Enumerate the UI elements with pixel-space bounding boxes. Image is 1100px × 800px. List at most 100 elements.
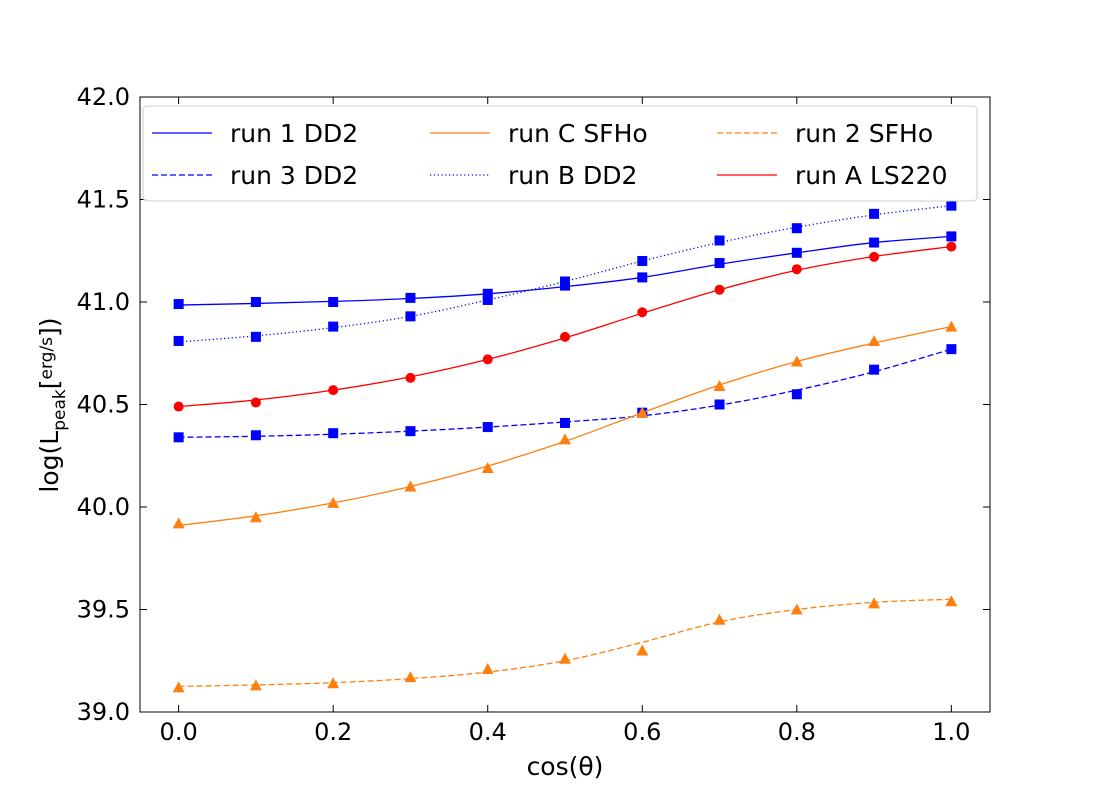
data-point-run-a-ls220	[714, 284, 725, 295]
y-axis-title-prefix: log(L	[35, 431, 64, 493]
data-point-run-2-sfho	[481, 662, 494, 674]
series-layer	[172, 200, 958, 693]
series-line-run-a-ls220	[178, 246, 952, 408]
data-point-run-b-dd2	[869, 208, 880, 219]
data-point-run-1-dd2	[791, 247, 802, 258]
data-point-run-a-ls220	[560, 331, 570, 342]
data-point-run-1-dd2	[405, 292, 416, 303]
data-point-run-2-sfho	[713, 613, 726, 625]
x-tick-label: 0.0	[160, 718, 198, 746]
data-point-run-2-sfho	[636, 644, 649, 656]
data-point-run-b-dd2	[250, 331, 261, 342]
data-point-run-2-sfho	[249, 679, 262, 691]
data-point-run-1-dd2	[173, 299, 184, 310]
data-point-run-2-sfho	[172, 681, 185, 693]
x-tick-label: 0.6	[623, 718, 661, 746]
series-run-3-dd2	[173, 344, 957, 443]
data-point-run-b-dd2	[637, 256, 648, 266]
data-point-run-c-sfho	[172, 517, 185, 529]
data-point-run-3-dd2	[405, 426, 416, 437]
y-tick-label: 41.5	[77, 186, 130, 214]
data-point-run-b-dd2	[405, 311, 416, 322]
y-tick-label: 42.0	[77, 83, 130, 111]
data-point-run-c-sfho	[713, 380, 726, 392]
y-tick-label: 40.5	[77, 391, 130, 419]
data-point-run-a-ls220	[869, 251, 880, 262]
y-tick-label: 40.0	[77, 493, 130, 521]
data-point-run-3-dd2	[482, 422, 493, 433]
data-point-run-a-ls220	[328, 385, 339, 396]
legend-label-run-3-dd2: run 3 DD2	[230, 161, 358, 190]
x-axis-title: cos(θ)	[527, 752, 604, 781]
legend-box	[142, 105, 978, 202]
data-point-run-1-dd2	[250, 297, 261, 307]
data-point-run-3-dd2	[946, 344, 957, 355]
data-point-run-1-dd2	[637, 272, 648, 283]
data-point-run-b-dd2	[714, 235, 725, 246]
data-point-run-c-sfho	[790, 355, 803, 367]
data-point-run-c-sfho	[636, 406, 649, 418]
data-point-run-c-sfho	[868, 334, 881, 346]
data-point-run-3-dd2	[173, 432, 184, 443]
x-tick-label: 1.0	[932, 718, 970, 746]
data-point-run-c-sfho	[404, 480, 417, 492]
data-point-run-b-dd2	[173, 335, 184, 346]
data-point-run-a-ls220	[173, 401, 184, 412]
data-point-run-3-dd2	[869, 364, 880, 375]
series-run-1-dd2	[173, 231, 957, 310]
series-line-run-1-dd2	[178, 235, 952, 306]
legend-label-run-c-sfho: run C SFHo	[508, 119, 648, 148]
data-point-run-3-dd2	[328, 428, 339, 439]
series-run-c-sfho	[172, 320, 958, 529]
data-point-run-a-ls220	[405, 372, 416, 383]
data-point-run-2-sfho	[559, 652, 571, 664]
data-point-run-2-sfho	[327, 677, 340, 689]
y-tick-label: 41.0	[77, 288, 130, 316]
data-point-run-1-dd2	[946, 231, 957, 242]
data-point-run-1-dd2	[714, 258, 725, 269]
legend-label-run-a-ls220: run A LS220	[795, 161, 947, 190]
data-point-run-1-dd2	[328, 297, 339, 307]
series-run-a-ls220	[173, 241, 957, 412]
legend-label-run-1-dd2: run 1 DD2	[230, 119, 358, 148]
data-point-run-1-dd2	[482, 288, 493, 299]
data-point-run-2-sfho	[945, 595, 958, 607]
data-point-run-b-dd2	[791, 223, 802, 234]
y-axis-title-unit: erg	[37, 352, 57, 380]
legend: run 1 DD2 run C SFHo run 2 SFHo run 3 DD2 ru…	[142, 105, 978, 202]
data-point-run-b-dd2	[560, 276, 570, 287]
data-point-run-b-dd2	[328, 321, 339, 332]
data-point-run-3-dd2	[250, 430, 261, 441]
data-point-run-3-dd2	[560, 417, 570, 428]
data-point-run-a-ls220	[637, 307, 648, 318]
data-point-run-b-dd2	[482, 294, 493, 305]
data-point-run-c-sfho	[945, 320, 958, 332]
y-tick-label: 39.0	[77, 698, 130, 726]
data-point-run-b-dd2	[946, 200, 957, 211]
series-line-run-b-dd2	[178, 205, 952, 343]
legend-label-run-2-sfho: run 2 SFHo	[795, 119, 933, 148]
data-point-run-3-dd2	[791, 389, 802, 400]
x-tick-label: 0.8	[778, 718, 816, 746]
data-point-run-2-sfho	[790, 603, 803, 615]
data-point-run-2-sfho	[868, 597, 881, 609]
data-point-run-2-sfho	[404, 671, 417, 683]
data-point-run-a-ls220	[791, 264, 802, 275]
x-tick-label: 0.2	[314, 718, 352, 746]
data-point-run-a-ls220	[946, 241, 957, 252]
series-line-run-2-sfho	[178, 598, 952, 688]
data-point-run-c-sfho	[249, 511, 262, 523]
data-point-run-c-sfho	[559, 433, 571, 445]
series-line-run-3-dd2	[178, 348, 952, 438]
data-point-run-c-sfho	[481, 462, 494, 474]
svg-text:log(Lpeak[erg/s]): log(Lpeak[erg/s])	[35, 317, 70, 492]
series-run-2-sfho	[172, 595, 958, 693]
legend-label-run-b-dd2: run B DD2	[508, 161, 637, 190]
y-axis-title-subscript: peak	[50, 389, 70, 431]
y-axis-title: log(Lpeak[erg/s])	[35, 317, 70, 492]
data-point-run-a-ls220	[482, 354, 493, 365]
y-axis-title-unit-den: s	[37, 337, 57, 346]
data-point-run-c-sfho	[327, 496, 340, 508]
y-tick-label: 39.5	[77, 596, 130, 624]
